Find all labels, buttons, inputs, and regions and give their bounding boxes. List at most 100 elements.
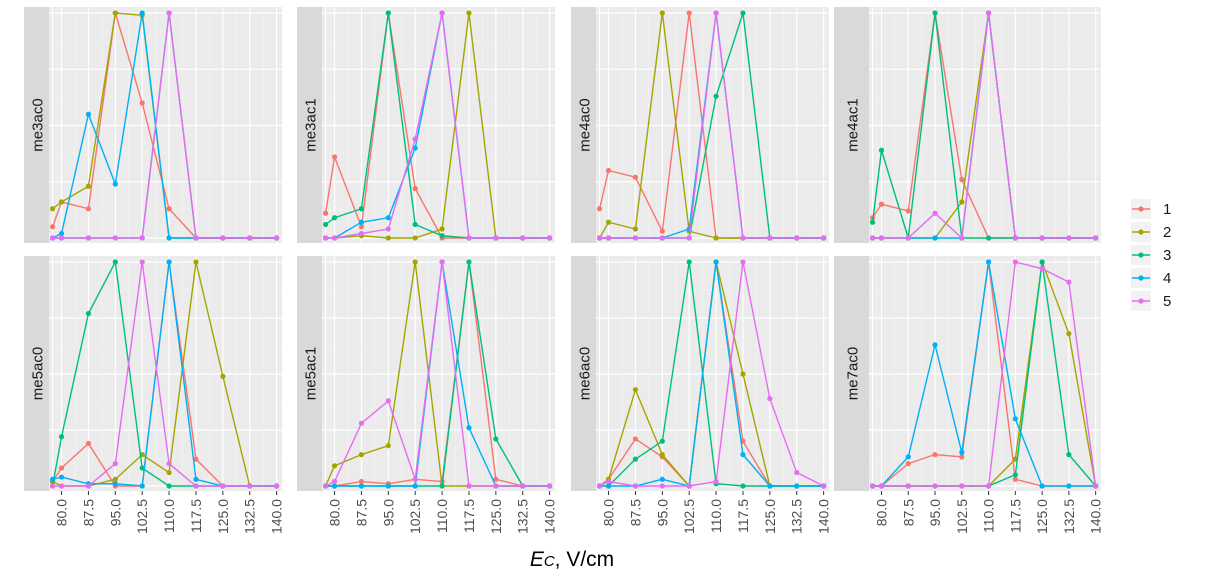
facet-panel-me3ac0: me3ac0 (24, 7, 282, 243)
data-point (466, 259, 472, 265)
data-point (713, 235, 719, 241)
data-point (412, 185, 418, 192)
data-point (713, 478, 719, 485)
x-tick-label: 140.0 (542, 499, 558, 534)
data-point (166, 469, 172, 476)
data-point (166, 259, 172, 265)
data-point (821, 483, 827, 489)
data-point (466, 10, 472, 16)
series-line (325, 261, 550, 487)
data-point (659, 438, 665, 444)
data-point (605, 167, 612, 174)
data-point (331, 154, 338, 160)
series-5 (596, 259, 827, 489)
data-point (932, 483, 938, 489)
data-point (166, 206, 172, 212)
data-point (166, 235, 172, 241)
data-point (1012, 235, 1018, 241)
legend-key-point (1138, 229, 1144, 235)
data-point (985, 235, 992, 241)
facet-panel-me6ac0: me6ac0 80.0 87.5 95.0 102.5 110.0 117.5 125.0 13… (571, 256, 832, 534)
x-tick-label: 140.0 (269, 499, 285, 534)
data-point (547, 483, 553, 489)
data-point (659, 228, 665, 234)
data-point (632, 226, 639, 232)
series-5 (49, 10, 280, 241)
data-point (596, 235, 603, 241)
x-tick-label: 132.5 (789, 499, 805, 534)
x-axis: 80.0 87.5 95.0 102.5 110.0 117.5 125.0 132.5 140… (873, 491, 1104, 534)
data-point (274, 235, 280, 241)
grid-lines (596, 256, 829, 491)
series-line (599, 261, 824, 487)
data-point (358, 478, 365, 485)
data-point (547, 235, 553, 241)
facet-strip-label: me7ac0 (845, 347, 862, 400)
facet-panel-me5ac0: me5ac0 80.0 87.5 95.0 102.5 110.0 117.5 125.0 13… (24, 256, 285, 534)
data-point (659, 10, 665, 16)
data-point (139, 483, 145, 489)
legend-item-2: 2 (1131, 222, 1171, 242)
facet-panel-me4ac0: me4ac0 (571, 7, 829, 243)
data-point (247, 235, 253, 241)
data-point (385, 443, 391, 449)
data-point (139, 235, 145, 241)
data-point (358, 483, 365, 489)
data-point (740, 483, 746, 489)
series-5 (322, 10, 553, 241)
data-point (959, 483, 965, 489)
data-point (331, 235, 338, 241)
data-point (878, 147, 885, 153)
data-point (412, 235, 418, 241)
data-point (632, 174, 639, 180)
facet-strip-label: me3ac1 (303, 98, 320, 151)
data-point (358, 219, 365, 225)
facet-strip (297, 7, 322, 243)
data-point (1066, 279, 1072, 285)
data-point (85, 235, 92, 241)
data-point (49, 206, 56, 212)
x-tick-label: 125.0 (1034, 499, 1050, 534)
x-tick-label: 117.5 (735, 499, 751, 533)
data-point (274, 483, 280, 489)
data-point (220, 235, 226, 241)
data-point (85, 111, 92, 117)
data-point (1012, 259, 1018, 265)
data-point (740, 371, 746, 377)
data-point (193, 235, 199, 241)
data-point (112, 10, 118, 16)
data-point (932, 235, 938, 241)
facet-strip-label: me4ac0 (577, 98, 594, 151)
data-point (1039, 266, 1045, 272)
data-point (878, 201, 885, 207)
data-point (1066, 331, 1072, 337)
x-tick-label: 125.0 (488, 499, 504, 534)
x-tick-label: 117.5 (188, 499, 204, 533)
series-5 (869, 259, 1099, 489)
data-point (959, 454, 965, 460)
data-point (385, 215, 391, 221)
x-tick-label: 132.5 (1061, 499, 1077, 534)
facet-panel-me5ac1: me5ac1 80.0 87.5 95.0 102.5 110.0 117.5 125.0 13… (297, 256, 558, 534)
data-point (493, 483, 499, 489)
x-tick-label: 87.5 (900, 499, 916, 526)
data-point (358, 452, 365, 458)
legend-label: 5 (1163, 293, 1171, 310)
x-tick-label: 125.0 (215, 499, 231, 534)
facet-strip-label: me4ac1 (845, 98, 862, 151)
data-point (520, 235, 526, 241)
legend-item-5: 5 (1131, 291, 1171, 311)
data-point (959, 449, 965, 455)
series-line (52, 12, 277, 239)
series-line (872, 12, 1096, 240)
data-point (85, 440, 92, 447)
x-tick-label: 102.5 (681, 499, 697, 534)
facet-strip (24, 7, 49, 243)
data-point (686, 483, 692, 489)
data-point (322, 221, 329, 228)
data-point (439, 10, 445, 16)
x-axis-title: EC, V/cm (530, 548, 614, 571)
data-point (385, 398, 391, 404)
data-point (331, 478, 338, 485)
data-point (520, 483, 526, 489)
